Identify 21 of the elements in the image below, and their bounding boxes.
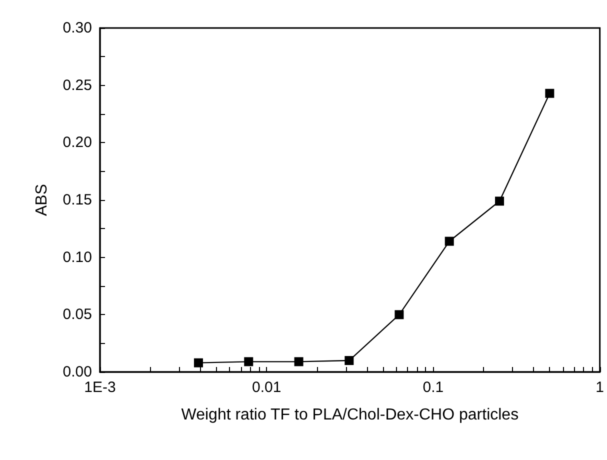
y-tick-label: 0.30 <box>62 20 92 36</box>
point <box>294 357 304 366</box>
y-tick-label: 0.00 <box>62 364 92 380</box>
point <box>495 196 504 206</box>
x-tick-label: 1 <box>596 379 604 396</box>
y-tick-label: 0.20 <box>62 134 92 152</box>
y-tick-label: 0.15 <box>62 192 92 208</box>
y-tick-label: 0.10 <box>62 248 92 266</box>
y-axis-title: ABS <box>34 184 50 216</box>
point <box>194 358 203 368</box>
y-tick-label: 0.25 <box>62 76 92 94</box>
point <box>344 356 354 366</box>
x-tick-label: 0.1 <box>422 379 444 396</box>
point <box>545 88 554 98</box>
x-tick-label: 1E-3 <box>84 379 116 396</box>
point <box>394 310 404 320</box>
point <box>244 357 254 366</box>
x-tick-label: 0.01 <box>252 379 282 396</box>
x-axis-title: Weight ratio TF to PLA/Chol-Dex-CHO particles <box>181 406 519 424</box>
y-tick-label: 0.05 <box>62 306 92 324</box>
point <box>444 236 454 246</box>
